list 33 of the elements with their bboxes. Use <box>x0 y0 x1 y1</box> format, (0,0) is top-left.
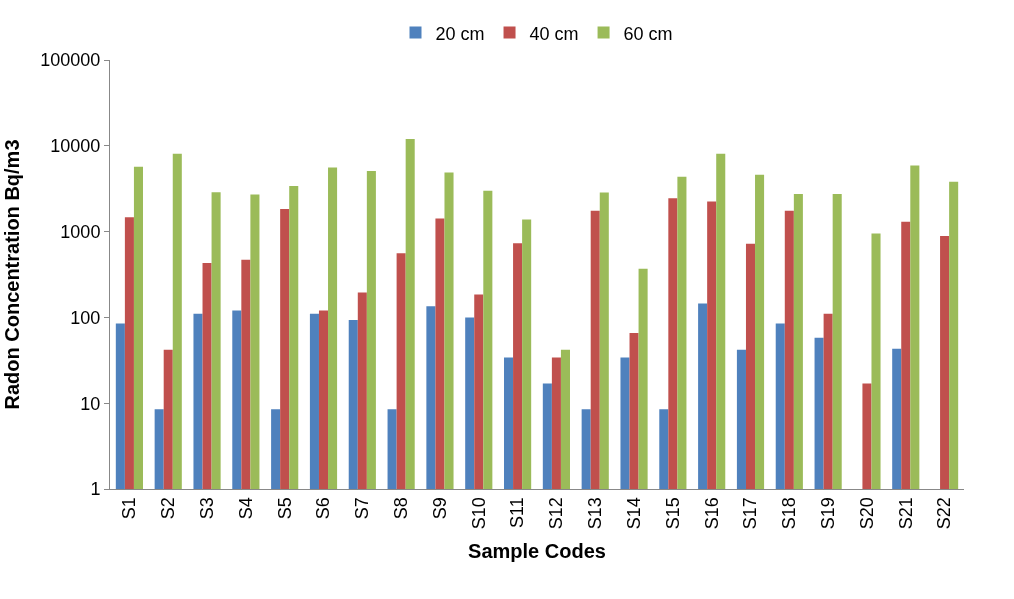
x-tick-label: S10 <box>468 497 489 530</box>
x-tick-label: S17 <box>740 497 761 530</box>
x-tick-label: S19 <box>817 497 838 530</box>
x-tick-label: S16 <box>701 497 722 530</box>
x-tick-label: S7 <box>352 497 373 520</box>
x-tick-label: S15 <box>662 497 683 530</box>
x-axis-title: Sample Codes <box>468 539 606 562</box>
x-tick-label: S18 <box>779 497 800 530</box>
x-tick-label: S20 <box>856 497 877 530</box>
x-tick-label: S11 <box>507 497 528 528</box>
y-tick-label: 1000 <box>60 221 101 242</box>
x-tick-label: S14 <box>623 497 644 530</box>
y-tick-label: 10 <box>80 393 101 414</box>
x-tick-label: S13 <box>585 497 606 530</box>
y-tick-label: 100 <box>70 307 101 328</box>
x-tick-label: S9 <box>429 497 450 520</box>
legend-label: 20 cm <box>435 23 485 44</box>
x-tick-label: S2 <box>158 497 179 520</box>
x-tick-label: S1 <box>119 497 140 520</box>
y-tick-label: 100000 <box>40 50 101 71</box>
legend-label: 40 cm <box>529 23 579 44</box>
x-tick-label: S21 <box>895 497 916 530</box>
x-tick-label: S4 <box>235 497 256 520</box>
x-tick-label: S8 <box>390 497 411 520</box>
y-axis-title: Radon Concentration Bq/m3 <box>0 139 23 410</box>
legend-label: 60 cm <box>623 23 673 44</box>
y-tick-label: 1 <box>90 479 101 500</box>
x-tick-label: S6 <box>313 497 334 520</box>
x-tick-label: S12 <box>546 497 567 530</box>
x-tick-label: S22 <box>934 497 955 530</box>
x-tick-label: S3 <box>196 497 217 520</box>
y-tick-label: 10000 <box>50 136 101 157</box>
x-tick-label: S5 <box>274 497 295 520</box>
